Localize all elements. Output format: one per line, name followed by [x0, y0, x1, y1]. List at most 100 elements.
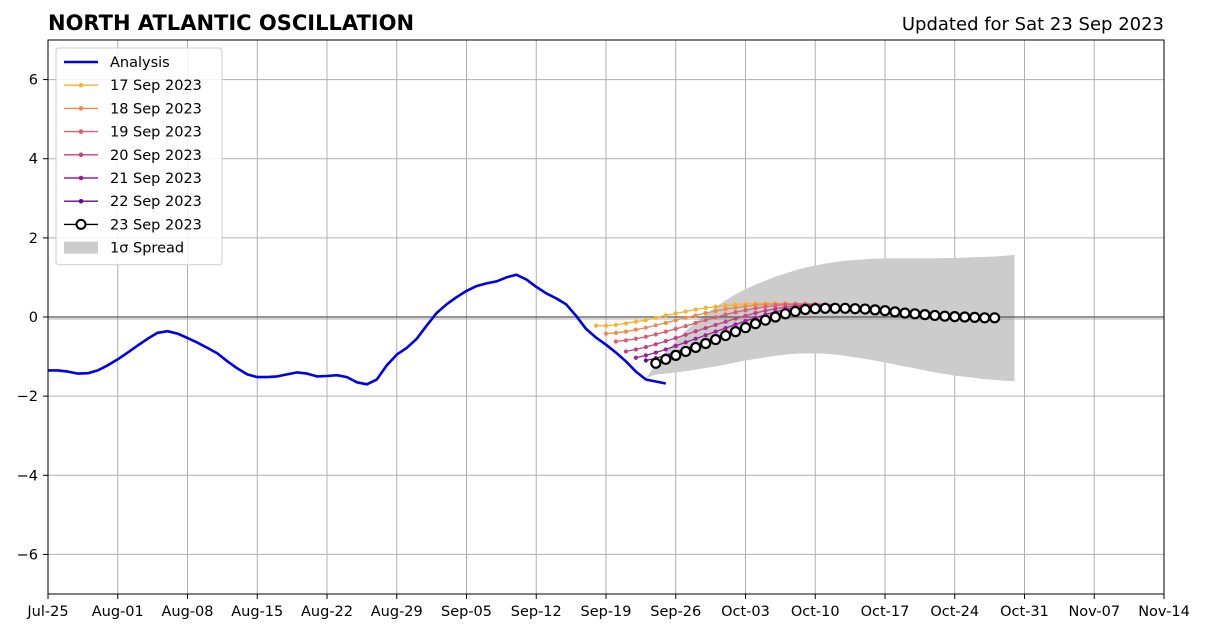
legend-forecast-marker	[78, 82, 84, 88]
forecast-point	[889, 306, 901, 318]
forecast-point	[613, 322, 619, 328]
forecast-point	[733, 316, 738, 321]
forecast-point	[700, 337, 712, 350]
x-tick-label: Aug-15	[231, 604, 283, 620]
forecast-point	[613, 330, 619, 335]
chart-title: NORTH ATLANTIC OSCILLATION	[48, 11, 414, 35]
forecast-point	[693, 307, 698, 312]
forecast-point	[753, 310, 758, 316]
forecast-point	[839, 302, 851, 314]
forecast-series	[603, 301, 838, 336]
forecast-point	[633, 319, 638, 324]
forecast-point	[719, 329, 732, 342]
forecast-point	[623, 321, 629, 326]
x-tick-label: Sep-26	[650, 604, 701, 620]
forecast-point	[623, 338, 629, 343]
forecast-point	[673, 343, 678, 348]
forecast-point	[723, 303, 728, 308]
legend-spread-swatch	[64, 241, 98, 254]
forecast-point	[703, 333, 708, 338]
x-tick-label: Aug-22	[301, 604, 353, 620]
legend-label-spread: 1σ Spread	[110, 241, 184, 257]
forecast-point	[879, 305, 891, 317]
y-tick-label: −6	[17, 547, 38, 563]
y-tick-label: −4	[17, 468, 38, 484]
forecast-point	[683, 309, 688, 314]
legend-label-forecast: 18 Sep 2023	[110, 101, 202, 117]
forecast-point	[603, 323, 609, 328]
forecast-point	[663, 320, 668, 326]
forecast-point	[809, 303, 821, 315]
x-tick-label: Jul-25	[26, 604, 68, 620]
forecast-point	[703, 310, 708, 316]
forecast-point	[683, 315, 688, 320]
legend-forecast-marker	[75, 218, 87, 230]
forecast-point	[693, 320, 698, 326]
forecast-point	[593, 323, 599, 328]
forecast-point	[909, 308, 921, 320]
y-tick-label: 6	[29, 73, 38, 89]
forecast-point	[869, 304, 881, 316]
forecast-point	[673, 335, 678, 341]
spread-band	[645, 254, 1015, 382]
forecast-point	[673, 311, 678, 316]
forecast-point	[729, 326, 742, 338]
forecast-point	[919, 309, 931, 321]
forecast-point	[989, 312, 1001, 324]
forecast-point	[663, 339, 668, 344]
forecast-point	[849, 303, 861, 315]
legend-forecast-marker	[78, 106, 84, 111]
forecast-point	[613, 339, 619, 344]
y-tick-label: 0	[29, 310, 38, 326]
chart-subtitle: Updated for Sat 23 Sep 2023	[902, 14, 1164, 35]
forecast-point	[763, 308, 768, 313]
forecast-point	[643, 358, 648, 363]
legend-forecast-marker	[78, 129, 84, 134]
legend-forecast-marker	[78, 152, 84, 158]
forecast-point	[663, 313, 668, 318]
forecast-point	[710, 333, 722, 346]
forecast-point	[723, 306, 728, 312]
x-tick-label: Nov-07	[1068, 604, 1120, 620]
forecast-point	[829, 302, 841, 314]
forecast-point	[799, 303, 811, 316]
forecast-point	[713, 308, 718, 314]
y-tick-label: 4	[29, 152, 38, 168]
forecast-point	[633, 336, 638, 341]
forecast-point	[733, 310, 738, 315]
forecast-point	[743, 308, 748, 313]
forecast-point	[859, 303, 871, 315]
forecast-point	[753, 306, 758, 311]
legend-label-forecast: 23 Sep 2023	[110, 217, 202, 233]
x-tick-label: Aug-01	[92, 604, 144, 620]
forecast-point	[733, 322, 738, 327]
forecast-point	[789, 305, 801, 318]
forecast-point	[703, 318, 708, 323]
forecast-point	[690, 341, 702, 354]
forecast-point	[939, 310, 951, 322]
y-tick-label: −2	[17, 389, 38, 405]
forecast-point	[723, 325, 728, 331]
forecast-point	[779, 308, 791, 320]
forecast-point	[703, 325, 708, 331]
forecast-point	[633, 327, 638, 332]
forecast-point	[660, 353, 672, 365]
legend-label-forecast: 20 Sep 2023	[110, 148, 202, 164]
forecast-point	[713, 322, 718, 328]
x-tick-label: Oct-17	[861, 604, 910, 620]
forecast-point	[759, 314, 772, 326]
forecast-point	[650, 357, 662, 369]
forecast-point	[603, 331, 609, 336]
legend-label-forecast: 17 Sep 2023	[110, 78, 202, 94]
forecast-point	[713, 315, 718, 320]
x-tick-label: Aug-29	[371, 604, 423, 620]
forecast-point	[623, 349, 629, 354]
x-tick-label: Oct-03	[721, 604, 770, 620]
forecast-point	[633, 355, 638, 360]
forecast-point	[693, 313, 698, 318]
legend-box	[55, 47, 223, 266]
forecast-point	[683, 340, 688, 345]
forecast-point	[763, 304, 768, 309]
forecast-point	[663, 347, 668, 352]
legend-label-forecast: 22 Sep 2023	[110, 194, 202, 210]
